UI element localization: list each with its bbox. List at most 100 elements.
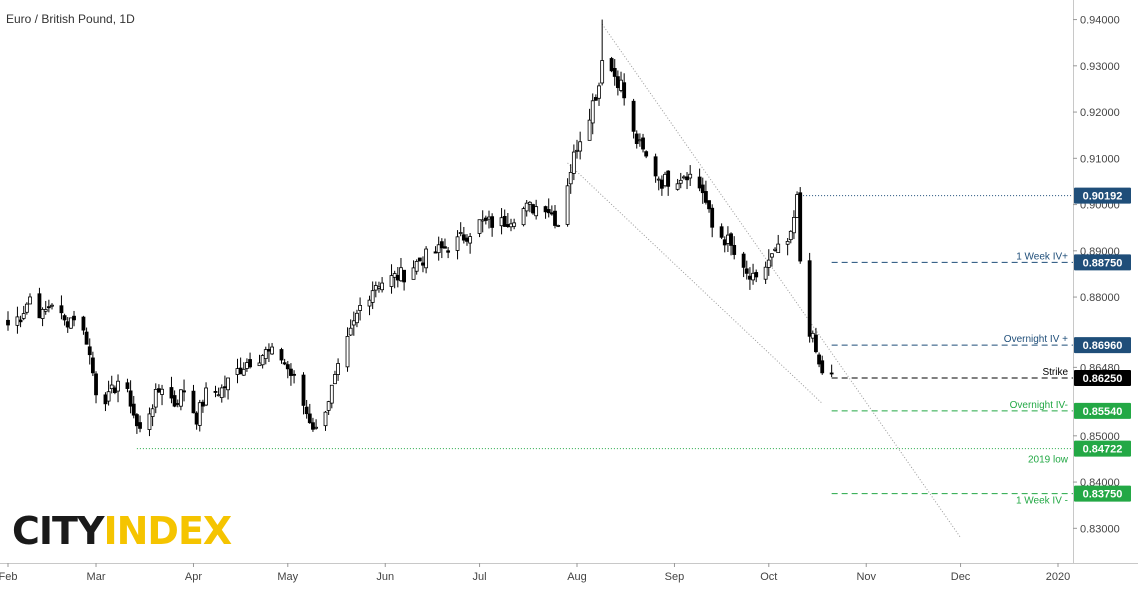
candle-up (534, 206, 539, 217)
candle-up (600, 60, 605, 84)
candle-down (704, 191, 708, 203)
candle-down (490, 216, 495, 228)
candle-down (112, 387, 117, 394)
candle-down (644, 151, 649, 157)
logo-index-text: INDEX (103, 509, 232, 553)
candle-up (109, 384, 114, 390)
candle-down (697, 176, 702, 189)
price-badge-label: 0.90192 (1083, 191, 1123, 203)
candle-up (751, 272, 755, 281)
candle-up (235, 368, 240, 375)
candle-up (245, 362, 249, 369)
candle-up (380, 282, 385, 291)
time-tick-label: Feb (0, 571, 17, 583)
candle-up (216, 394, 221, 397)
time-tick-label: 2020 (1046, 571, 1070, 583)
candle-down (307, 413, 312, 424)
candle-up (179, 389, 183, 407)
candle-up (50, 304, 54, 307)
candle-down (446, 250, 451, 253)
time-tick-label: May (277, 571, 298, 583)
candle-down (685, 176, 689, 181)
candle-up (663, 173, 667, 187)
candles (6, 19, 834, 437)
candle-down (172, 395, 177, 407)
candle-down (285, 364, 290, 370)
candle-down (94, 373, 98, 396)
level-name-label: 1 Week IV - (1016, 496, 1068, 507)
candle-up (527, 201, 532, 205)
candle-down (549, 212, 554, 215)
candle-up (637, 139, 642, 142)
candle-up (160, 388, 164, 395)
candle-down (304, 406, 309, 415)
candle-up (795, 194, 799, 218)
candle-down (194, 412, 199, 425)
candle-up (15, 316, 20, 326)
candle-down (634, 133, 639, 144)
candle-up (688, 173, 693, 179)
price-badge (1074, 485, 1131, 502)
chart-title: Euro / British Pound, 1D (6, 12, 135, 26)
candle-down (465, 237, 469, 242)
candle-down (59, 305, 64, 314)
price-tick-label: 0.83000 (1080, 523, 1120, 535)
candle-up (458, 232, 463, 234)
candle-up (763, 266, 768, 280)
candle-down (311, 422, 315, 430)
candle-up (575, 149, 579, 152)
candle-down (292, 373, 296, 376)
candle-down (483, 217, 488, 221)
level-name-label: 1 Week IV+ (1016, 251, 1068, 262)
candle-up (197, 402, 202, 426)
candle-down (169, 387, 174, 399)
candle-down (553, 210, 557, 226)
candle-down (182, 390, 186, 393)
price-badge-label: 0.83750 (1083, 489, 1123, 501)
price-tick-label: 0.91000 (1080, 153, 1120, 165)
candle-up (399, 267, 403, 282)
candle-down (6, 319, 10, 326)
candle-up (678, 179, 683, 184)
candle-up (587, 119, 592, 141)
candle-down (201, 401, 205, 407)
candle-down (402, 269, 407, 283)
candle-up (392, 273, 397, 278)
candle-down (267, 349, 271, 352)
price-badge-label: 0.86250 (1083, 373, 1123, 385)
candle-up (455, 236, 460, 251)
candle-down (700, 184, 705, 194)
candle-down (631, 100, 636, 132)
candle-down (248, 359, 252, 368)
candle-down (546, 209, 551, 214)
candle-up (345, 336, 350, 368)
candle-down (90, 357, 95, 374)
candle-up (487, 216, 491, 220)
candle-down (238, 367, 243, 375)
candle-up (116, 380, 120, 392)
candle-up (147, 413, 152, 430)
candle-up (329, 384, 334, 404)
candle-down (46, 306, 51, 309)
candle-up (241, 368, 246, 376)
candle-up (43, 309, 48, 312)
candle-down (820, 360, 825, 374)
candle-up (424, 248, 429, 269)
logo-city-text: CITY (12, 509, 104, 553)
candle-up (367, 299, 372, 307)
candle-down (289, 368, 293, 376)
candle-up (785, 241, 790, 245)
candle-up (656, 178, 661, 181)
level-labels: 0.90192 1 Week IV+ 0.88750 Overnight IV + 0.… (1004, 187, 1131, 507)
candle-up (373, 285, 378, 291)
level-name-label: Overnight IV + (1004, 334, 1068, 345)
candle-down (659, 179, 664, 189)
candle-up (314, 426, 318, 429)
candle-up (766, 259, 771, 268)
candle-up (571, 151, 576, 174)
price-tick-label: 0.88000 (1080, 292, 1120, 304)
candle-down (748, 275, 752, 280)
candle-down (125, 382, 130, 389)
candle-up (326, 401, 331, 411)
candle-up (377, 286, 381, 289)
